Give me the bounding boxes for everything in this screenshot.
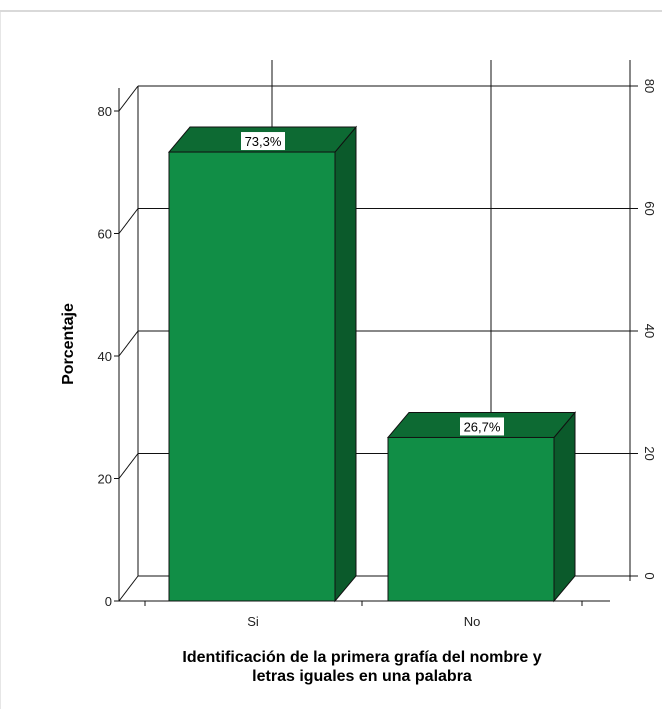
data-label: 73,3% (245, 134, 282, 149)
axes (118, 88, 610, 606)
gridline-diagonal (118, 208, 139, 234)
y-tick-label-right: 0 (642, 572, 657, 579)
frame-left-border (0, 12, 1, 709)
bar-side-no (553, 411, 576, 603)
y-tick-label-right: 80 (642, 79, 657, 93)
bar-side-si (334, 125, 357, 603)
gridline-diagonal (118, 85, 139, 112)
gridline-diagonal (118, 330, 139, 357)
y-tick-label: 60 (98, 227, 112, 242)
data-label: 26,7% (464, 419, 501, 434)
y-tick-label: 40 (98, 349, 112, 364)
x-tick-label: Si (247, 614, 259, 629)
bar-no (387, 436, 555, 602)
bars (167, 125, 577, 603)
y-tick-label: 0 (105, 594, 112, 609)
y-tick-label-right: 20 (642, 446, 657, 460)
y-tick-label-right: 60 (642, 201, 657, 215)
frame-top-border (0, 10, 662, 12)
data-label-box (241, 132, 285, 151)
x-axis-label-line-2: letras iguales en una palabra (252, 668, 472, 685)
gridline-diagonal (118, 453, 139, 479)
y-tick-label: 80 (98, 104, 112, 119)
y-tick-label-right: 40 (642, 324, 657, 338)
x-tick-label: No (464, 614, 481, 629)
data-label-box (460, 417, 504, 436)
x-axis-label-line-1: Identificación de la primera grafía del … (182, 649, 541, 666)
y-axis-label: Porcentaje (60, 303, 77, 385)
y-tick-label: 20 (98, 472, 112, 487)
chart-labels: 0 0 20 20 40 40 60 60 80 80 73,3% Si 26,7% No (98, 79, 657, 629)
gridline-diagonal (118, 575, 139, 602)
bar-si (168, 151, 336, 602)
